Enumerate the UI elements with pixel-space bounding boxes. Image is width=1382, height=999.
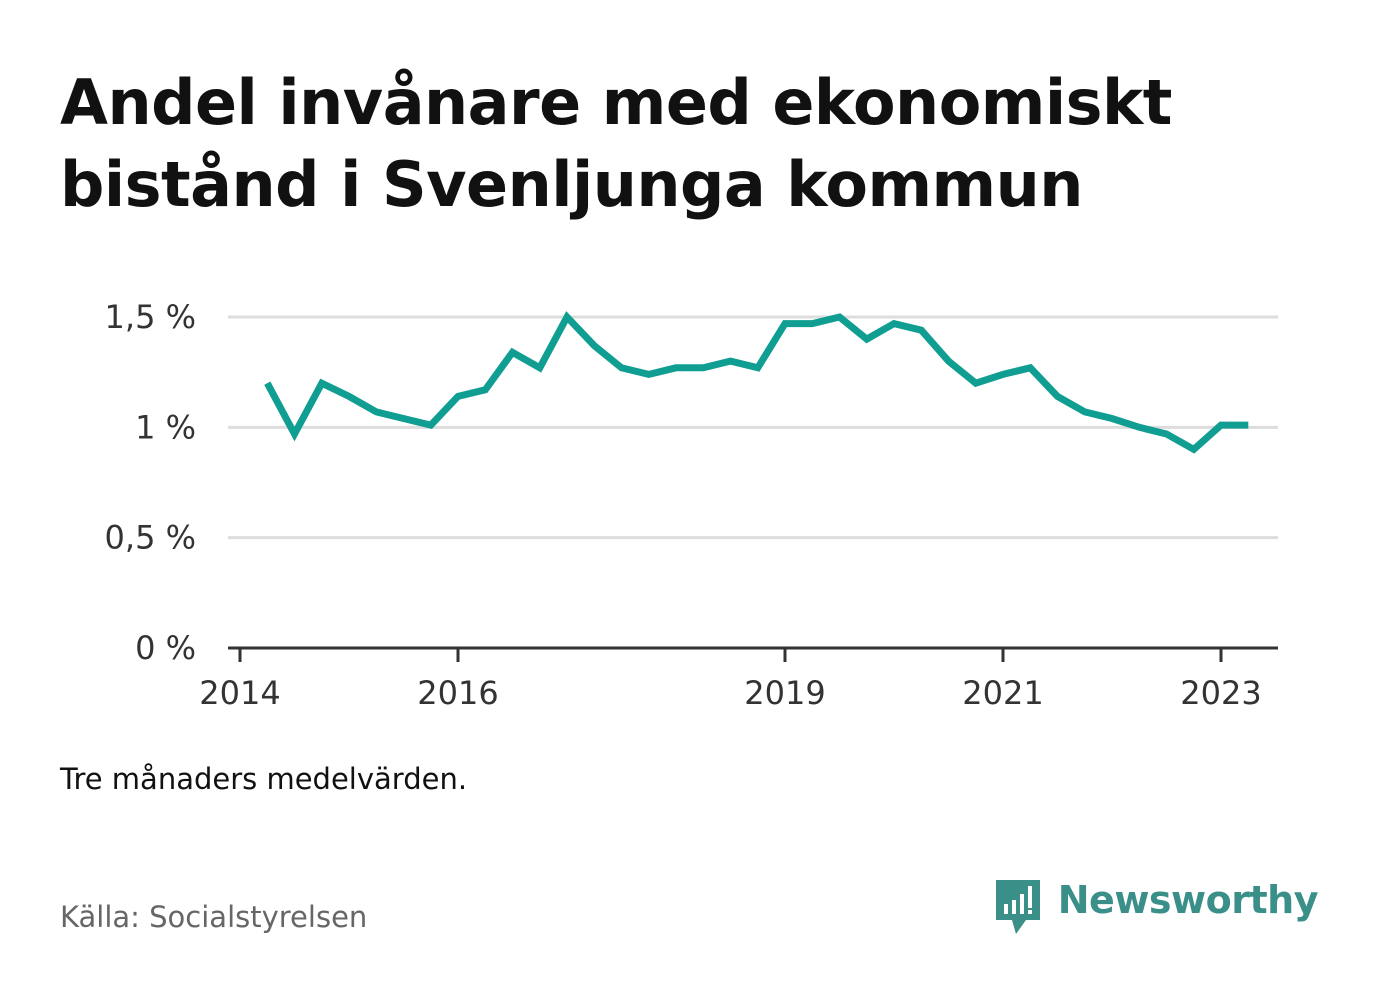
- series-group: [264, 311, 1249, 454]
- brand-logo: Newsworthy: [992, 876, 1319, 942]
- y-tick-label: 0,5 %: [105, 519, 196, 557]
- x-tick-label: 2023: [1180, 674, 1261, 712]
- chart-title: Andel invånare med ekonomiskt bistånd i …: [60, 66, 1172, 221]
- x-tick-label: 2016: [417, 674, 498, 712]
- x-tick-label: 2014: [199, 674, 280, 712]
- y-tick-label: 0 %: [135, 629, 196, 667]
- y-tick-label: 1 %: [135, 408, 196, 446]
- x-tick-label: 2019: [744, 674, 825, 712]
- gridlines: [228, 315, 1278, 540]
- x-axis: 2014 2016 2019 2021 2023: [199, 646, 1278, 712]
- chart-subtitle: Tre månaders medelvärden.: [60, 762, 468, 796]
- y-tick-label: 1,5 %: [105, 298, 196, 336]
- line-chart: 0 % 0,5 % 1 % 1,5 % 2014 2016 2019 2021 2023: [105, 298, 1278, 712]
- source-note: Källa: Socialstyrelsen: [60, 900, 368, 934]
- x-tick-label: 2021: [962, 674, 1043, 712]
- y-axis-labels: 0 % 0,5 % 1 % 1,5 %: [105, 298, 196, 667]
- series-line: [264, 311, 1249, 454]
- bar-chart-speech-bubble-icon: [995, 880, 1040, 934]
- brand-name: Newsworthy: [1057, 878, 1319, 922]
